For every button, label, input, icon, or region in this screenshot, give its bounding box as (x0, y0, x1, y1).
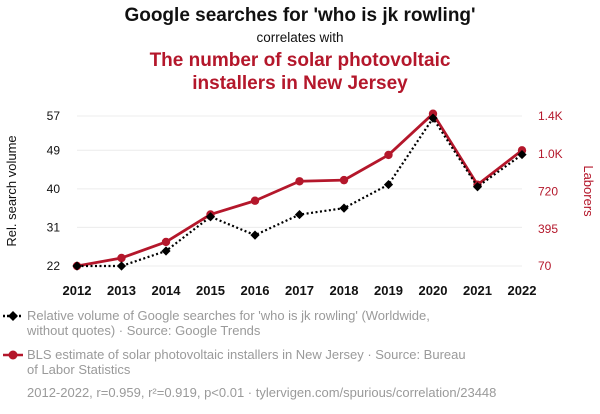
x-tick-label: 2022 (508, 283, 537, 298)
chart-title2-line-1: The number of solar photovoltaic (150, 50, 451, 71)
y-tick-label-right: 1.4K (538, 109, 563, 123)
point-searches (116, 261, 127, 271)
legend-searches-line-1: Relative volume of Google searches for '… (27, 308, 430, 323)
point-searches (383, 179, 394, 190)
legend-installers-line-1: BLS estimate of solar photovoltaic insta… (27, 347, 466, 362)
y-tick-label-left: 40 (47, 182, 61, 196)
y-tick-label-left: 22 (47, 259, 61, 273)
footer-stats: 2012-2022, r=0.959, r²=0.919, p<0.01 · t… (27, 385, 496, 400)
plot-area (72, 109, 527, 271)
point-installers (384, 150, 393, 160)
chart-title: Google searches for 'who is jk rowling' (124, 5, 475, 26)
series-line-installers (76, 112, 523, 268)
point-searches (472, 182, 483, 192)
point-installers (295, 177, 304, 186)
y-tick-label-right: 720 (538, 185, 558, 199)
chart-title2-line-2: installers in New Jersey (192, 73, 408, 94)
x-tick-label: 2016 (241, 283, 270, 298)
point-searches (339, 203, 349, 213)
y-axis-right: 70 395 720 1.0K 1.4K (538, 109, 563, 273)
legend-searches-line-2: without quotes) · Source: Google Trends (26, 323, 261, 338)
x-tick-label: 2019 (374, 283, 403, 298)
point-searches (294, 209, 305, 220)
x-tick-label: 2017 (285, 283, 314, 298)
legend-marker-searches (3, 311, 23, 321)
chart-subtitle: correlates with (256, 30, 343, 45)
point-searches (428, 113, 438, 123)
point-searches (161, 246, 171, 256)
point-installers (339, 175, 349, 185)
y-axis-left: 22 31 40 49 57 (47, 109, 61, 273)
point-installers (161, 237, 171, 247)
x-tick-label: 2014 (152, 283, 182, 298)
y-tick-label-right: 70 (538, 259, 552, 273)
x-tick-label: 2013 (107, 283, 136, 298)
x-axis: 2012 2013 2014 2015 2016 2017 2018 2019 2020 2021… (63, 283, 537, 298)
y-tick-label-left: 57 (47, 109, 61, 123)
point-installers (117, 253, 126, 263)
gridlines (77, 115, 522, 267)
point-installers (250, 196, 260, 205)
legend: Relative volume of Google searches for '… (3, 308, 466, 377)
x-tick-label: 2021 (463, 283, 492, 298)
legend-marker-installers (3, 350, 23, 360)
y-tick-label-right: 395 (538, 222, 558, 236)
legend-installers-line-2: of Labor Statistics (27, 362, 131, 377)
y-tick-label-left: 31 (47, 220, 61, 234)
y-tick-label-left: 49 (47, 143, 61, 157)
point-searches (250, 230, 260, 240)
x-tick-label: 2015 (196, 283, 225, 298)
point-searches (205, 212, 216, 222)
y-axis-right-label: Laborers (581, 165, 596, 217)
x-tick-label: 2020 (419, 283, 448, 298)
y-axis-left-label: Rel. search volume (4, 135, 19, 246)
y-tick-label-right: 1.0K (538, 147, 563, 161)
x-tick-label: 2012 (63, 283, 92, 298)
point-searches (72, 261, 82, 271)
series-line-searches (77, 116, 523, 268)
x-tick-label: 2018 (330, 283, 359, 298)
point-searches (517, 149, 527, 160)
